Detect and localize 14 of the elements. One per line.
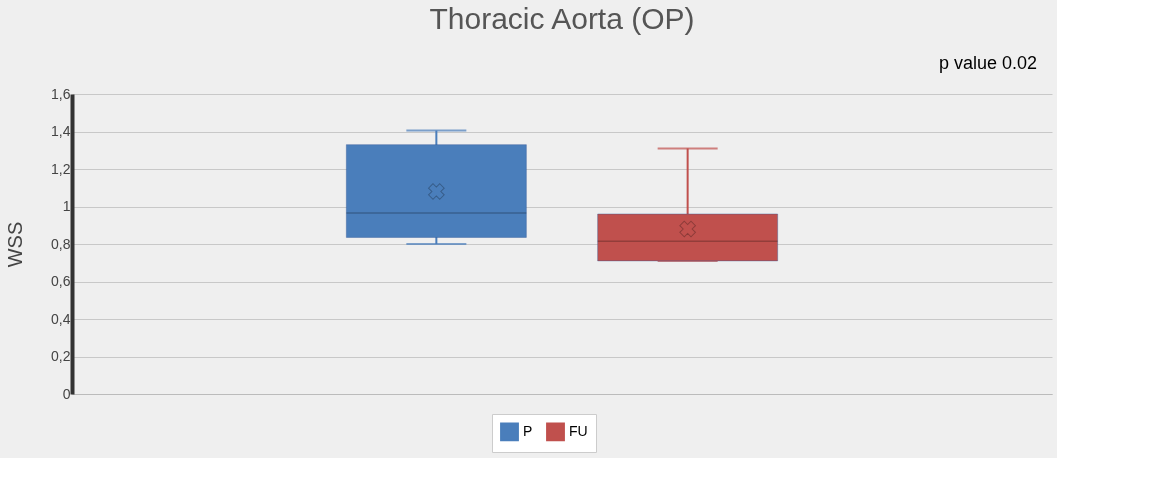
y-axis-title: WSS: [4, 221, 27, 268]
y-tick-label: 1,6: [51, 85, 71, 102]
y-tick-label: 1: [62, 198, 71, 214]
y-tick-label: 0,6: [51, 273, 71, 289]
y-tick-label: 0,8: [51, 235, 71, 252]
y-tick-label: 0,4: [51, 310, 71, 327]
legend-label: P: [523, 422, 533, 439]
y-tick-label: 0: [62, 385, 71, 402]
y-tick-label: 1,2: [51, 160, 71, 177]
text: p value 0.02: [938, 53, 1037, 73]
y-tick-label: 0,2: [51, 348, 71, 364]
chart-title: Thoracic Aorta (OP): [429, 2, 695, 35]
legend-label: FU: [569, 422, 588, 439]
y-tick-label: 1,4: [51, 123, 71, 139]
